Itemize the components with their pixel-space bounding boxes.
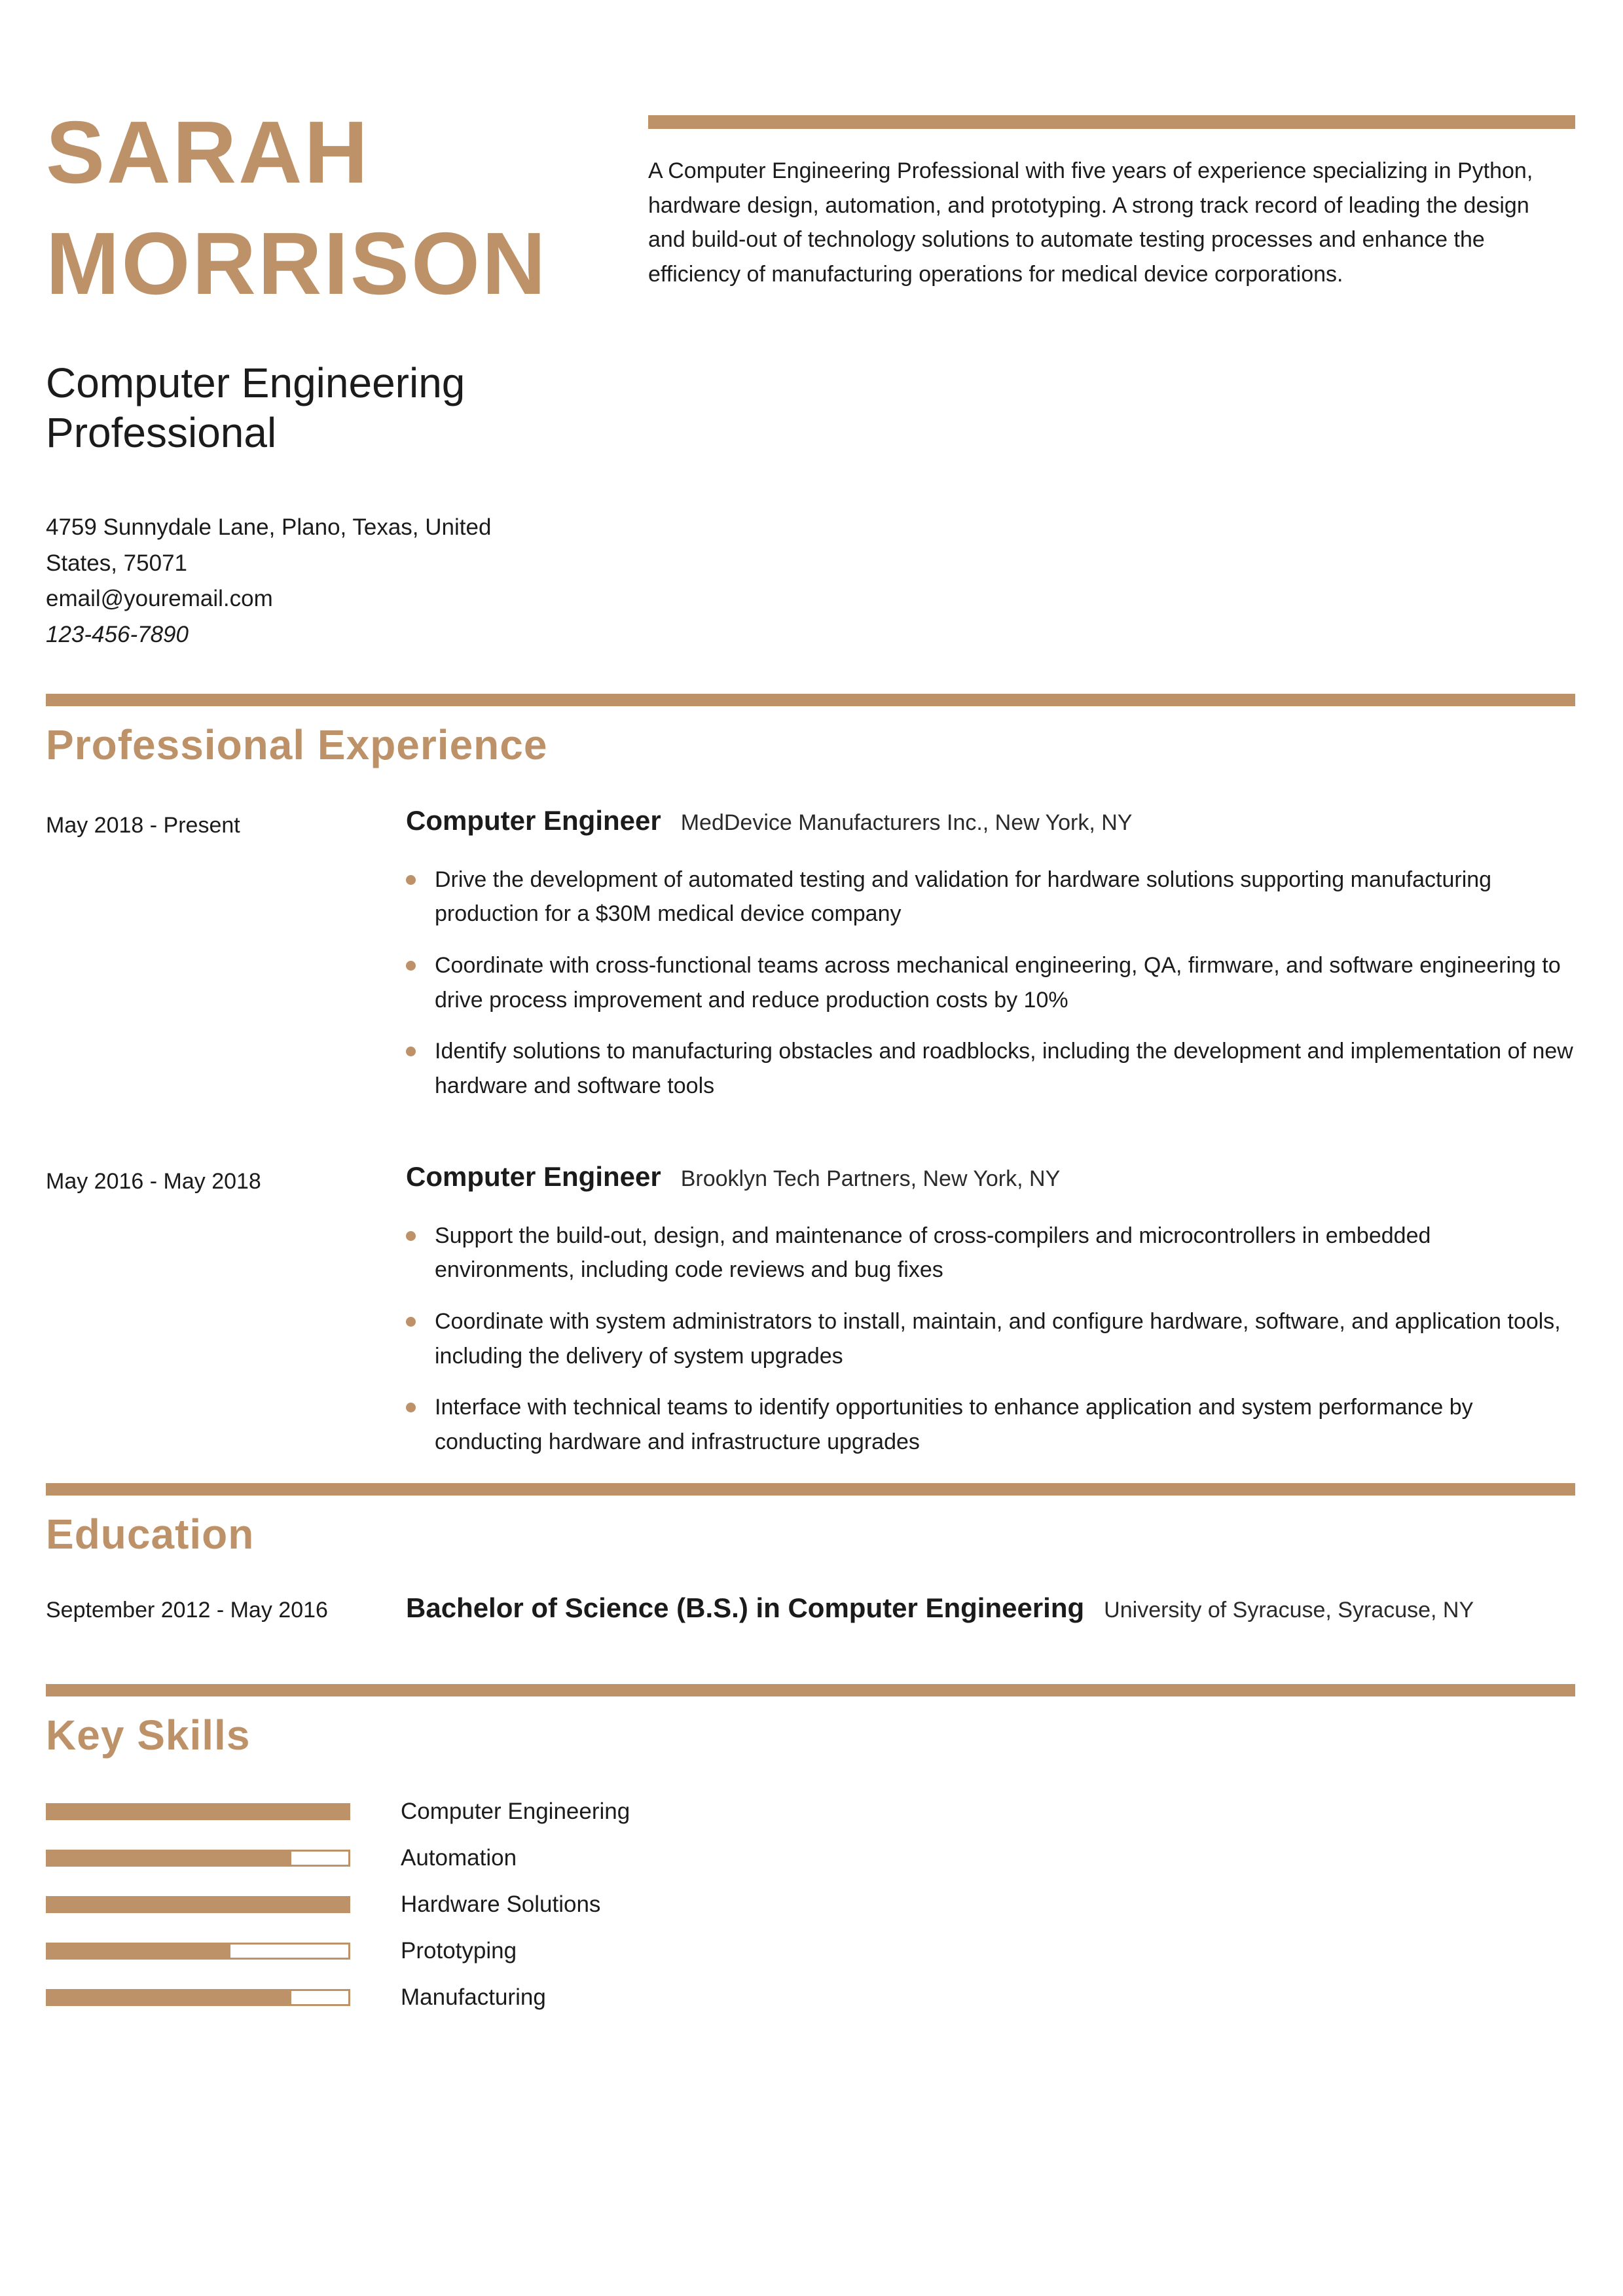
skill-level-empty <box>228 1942 350 1960</box>
bullet-text: Interface with technical teams to identi… <box>435 1395 1473 1455</box>
education-section-title: Education <box>46 1510 255 1558</box>
skill-level-fill <box>46 1895 350 1913</box>
section-skills: Key Skills Computer Engineering Automati… <box>46 1683 1575 2011</box>
job-date: May 2016 - May 2018 <box>46 1168 261 1194</box>
section-divider <box>46 1683 1575 1696</box>
section-divider <box>46 1482 1575 1496</box>
bullet-dot-icon <box>406 1230 416 1241</box>
job-role: Computer Engineer <box>406 804 661 836</box>
experience-section-title: Professional Experience <box>46 721 548 768</box>
skill-level-bar <box>46 1849 350 1867</box>
skill-label: Hardware Solutions <box>401 1891 601 1917</box>
bullet-item: Support the build-out, design, and maint… <box>406 1219 1575 1287</box>
skill-level-empty <box>289 1849 350 1867</box>
bullet-item: Coordinate with system administrators to… <box>406 1304 1575 1373</box>
contact-phone: 123-456-7890 <box>46 622 189 647</box>
bullet-item: Coordinate with cross-functional teams a… <box>406 948 1575 1017</box>
bullet-dot-icon <box>406 874 416 885</box>
bullet-text: Identify solutions to manufacturing obst… <box>435 1039 1573 1099</box>
section-experience: Professional Experience May 2018 - Prese… <box>46 693 1575 1460</box>
bullet-item: Interface with technical teams to identi… <box>406 1390 1575 1459</box>
education-school: University of Syracuse, Syracuse, NY <box>1104 1597 1474 1623</box>
job-entry: May 2016 - May 2018 Computer Engineer Br… <box>46 1161 1575 1460</box>
header-right-column: A Computer Engineering Professional with… <box>648 97 1575 653</box>
job-company: MedDevice Manufacturers Inc., New York, … <box>680 810 1133 835</box>
skill-level-fill <box>46 1803 350 1820</box>
bullet-dot-icon <box>406 1317 416 1327</box>
skill-label: Prototyping <box>401 1937 517 1964</box>
skills-list: Computer Engineering Automation Hardware… <box>46 1799 1575 2011</box>
job-head: Computer Engineer MedDevice Manufacturer… <box>406 805 1575 836</box>
header-left-column: SARAH MORRISON Computer Engineering Prof… <box>46 97 648 653</box>
skill-row: Computer Engineering <box>46 1799 1575 1825</box>
skill-level-bar <box>46 1803 350 1820</box>
bullet-text: Support the build-out, design, and maint… <box>435 1223 1431 1283</box>
bullet-text: Drive the development of automated testi… <box>435 867 1492 927</box>
skill-level-fill <box>46 1942 228 1960</box>
bullet-item: Identify solutions to manufacturing obst… <box>406 1034 1575 1103</box>
education-date: September 2012 - May 2016 <box>46 1597 328 1623</box>
bullet-text: Coordinate with system administrators to… <box>435 1309 1561 1369</box>
skill-level-fill <box>46 1988 289 2006</box>
skill-label: Manufacturing <box>401 1984 546 2010</box>
summary-accent-bar <box>648 115 1575 129</box>
section-education: Education September 2012 - May 2016 Bach… <box>46 1482 1575 1624</box>
bullet-dot-icon <box>406 1403 416 1413</box>
job-main: Computer Engineer MedDevice Manufacturer… <box>406 805 1575 1103</box>
skill-row: Hardware Solutions <box>46 1892 1575 1918</box>
education-entry: September 2012 - May 2016 Bachelor of Sc… <box>46 1592 1575 1624</box>
skill-level-bar <box>46 1942 350 1960</box>
skills-section-title: Key Skills <box>46 1711 251 1759</box>
bullet-dot-icon <box>406 960 416 971</box>
skill-label: Automation <box>401 1844 517 1871</box>
education-degree: Bachelor of Science (B.S.) in Computer E… <box>406 1592 1085 1623</box>
skill-level-empty <box>289 1988 350 2006</box>
job-head: Computer Engineer Brooklyn Tech Partners… <box>406 1161 1575 1193</box>
bullet-dot-icon <box>406 1047 416 1057</box>
skill-row: Prototyping <box>46 1938 1575 1964</box>
job-date: May 2018 - Present <box>46 812 240 838</box>
job-entry: May 2018 - Present Computer Engineer Med… <box>46 805 1575 1103</box>
contact-address: 4759 Sunnydale Lane, Plano, Texas, Unite… <box>46 514 492 576</box>
skill-level-bar <box>46 1895 350 1913</box>
job-role: Computer Engineer <box>406 1160 661 1192</box>
summary-text: A Computer Engineering Professional with… <box>648 158 1533 287</box>
person-title: Computer Engineering Professional <box>46 359 465 456</box>
section-divider <box>46 693 1575 706</box>
bullet-text: Coordinate with cross-functional teams a… <box>435 952 1561 1013</box>
contact-email: email@youremail.com <box>46 586 273 612</box>
contact-block: 4759 Sunnydale Lane, Plano, Texas, Unite… <box>46 510 530 653</box>
job-main: Computer Engineer Brooklyn Tech Partners… <box>406 1161 1575 1460</box>
person-name-line2: MORRISON <box>46 214 548 314</box>
person-name-line1: SARAH <box>46 103 371 202</box>
job-company: Brooklyn Tech Partners, New York, NY <box>680 1166 1061 1191</box>
skill-level-bar <box>46 1988 350 2006</box>
skill-label: Computer Engineering <box>401 1798 630 1824</box>
person-name: SARAH MORRISON <box>46 97 648 319</box>
bullet-list: Support the build-out, design, and maint… <box>406 1219 1575 1460</box>
bullet-item: Drive the development of automated testi… <box>406 863 1575 931</box>
bullet-list: Drive the development of automated testi… <box>406 863 1575 1103</box>
skill-row: Manufacturing <box>46 1984 1575 2011</box>
skill-row: Automation <box>46 1845 1575 1871</box>
header: SARAH MORRISON Computer Engineering Prof… <box>46 0 1575 653</box>
skill-level-fill <box>46 1849 289 1867</box>
